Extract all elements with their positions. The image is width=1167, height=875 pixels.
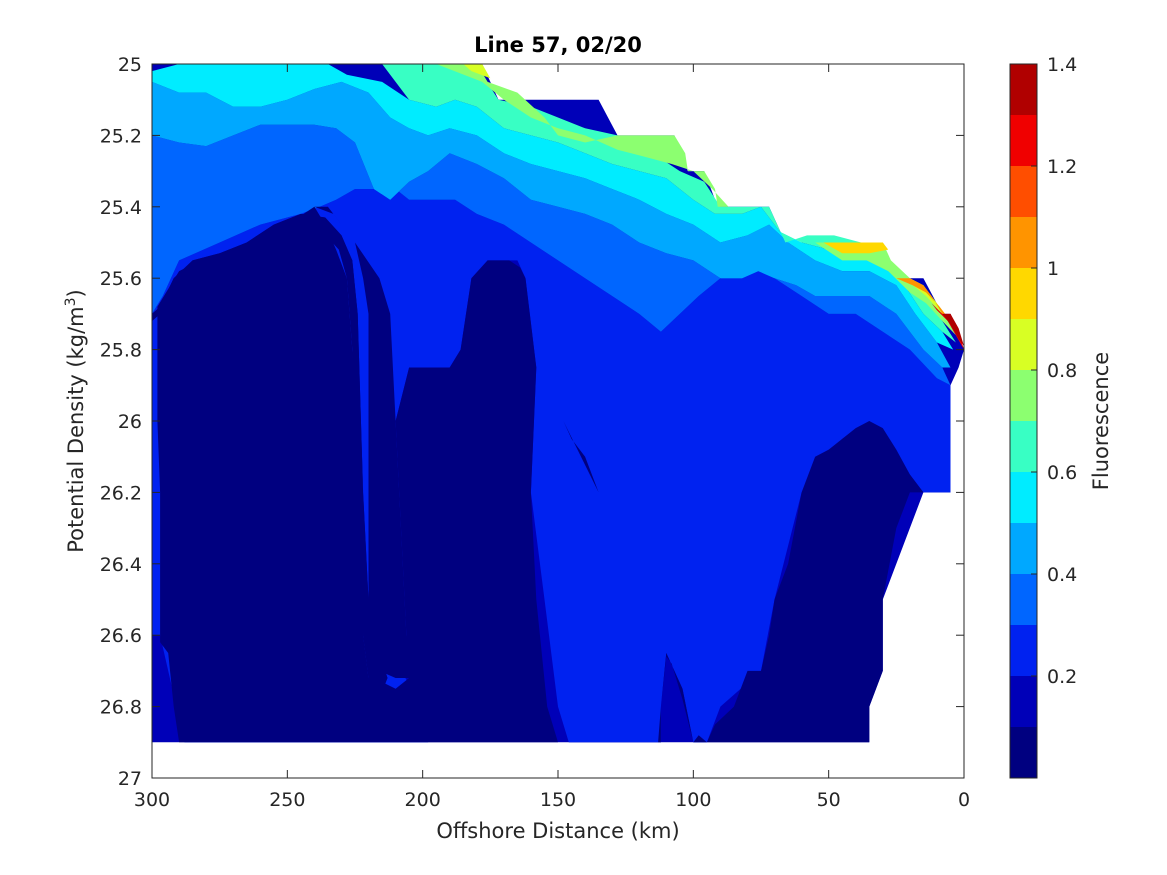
colorbar-band-0 — [1010, 727, 1037, 778]
contour-band-7 — [463, 64, 491, 79]
x-tick-label: 100 — [675, 789, 711, 811]
x-axis: 300 250 200 150 100 50 0 — [134, 64, 970, 811]
chart-title: Line 57, 02/20 — [474, 33, 642, 57]
colorbar-band-11 — [1010, 166, 1037, 217]
y-tick-label: 25.2 — [100, 125, 142, 147]
colorbar-tick-label: 0.4 — [1047, 564, 1077, 586]
colorbar-tick-label: 0.2 — [1047, 666, 1077, 688]
colorbar-band-12 — [1010, 115, 1037, 166]
x-tick-label: 150 — [540, 789, 576, 811]
y-axis: 25 25.2 25.4 25.6 25.8 26 26.2 26.4 26.6 26.8 27 — [100, 54, 964, 790]
colorbar-band-13 — [1010, 64, 1037, 115]
colorbar-tick-label: 1 — [1047, 258, 1059, 280]
colorbar-band-5 — [1010, 472, 1037, 523]
contour-fill-layer — [152, 64, 964, 743]
x-tick-label: 200 — [405, 789, 441, 811]
y-tick-label: 25.4 — [100, 197, 142, 219]
colorbar-band-7 — [1010, 370, 1037, 421]
colorbar-band-2 — [1010, 625, 1037, 676]
x-tick-label: 250 — [269, 789, 305, 811]
colorbar-band-10 — [1010, 217, 1037, 268]
contour-band-9 — [823, 242, 889, 254]
colorbar-band-1 — [1010, 676, 1037, 727]
colorbar: 0.2 0.4 0.6 0.8 1 1.2 1.4 — [1009, 54, 1077, 779]
y-tick-label: 26.8 — [100, 697, 142, 719]
colorbar-tick-label: 0.8 — [1047, 360, 1077, 382]
y-axis-label-superscript: 3 — [63, 297, 79, 306]
colorbar-band-4 — [1010, 523, 1037, 574]
y-tick-label: 26.6 — [100, 625, 142, 647]
y-tick-label: 26.2 — [100, 482, 142, 504]
colorbar-frame — [1009, 63, 1038, 779]
contour-band-6 — [436, 64, 729, 207]
y-tick-label: 25.8 — [100, 340, 142, 362]
plot-area: 300 250 200 150 100 50 0 2525.225.425.625.8262… — [100, 54, 970, 811]
contour-band-2 — [152, 81, 951, 386]
contour-band-11 — [896, 278, 951, 321]
colorbar-bands — [1010, 64, 1037, 778]
x-tick-label: 0 — [958, 789, 970, 811]
y-tick-label: 27 — [118, 768, 142, 790]
contour-band-4 — [152, 64, 954, 350]
x-tick-label: 50 — [817, 789, 841, 811]
colorbar-band-3 — [1010, 574, 1037, 625]
colorbar-band-9 — [1010, 268, 1037, 319]
y-axis-label: Potential Density (kg/m3) — [63, 289, 88, 553]
colorbar-ticks: 0.2 0.4 0.6 0.8 1 1.2 1.4 — [1031, 54, 1077, 688]
contour-band-17 — [157, 206, 558, 743]
contour-band-8 — [815, 242, 956, 336]
x-axis-label: Offshore Distance (km) — [436, 819, 679, 843]
y-tick-label: 25.6 — [100, 268, 142, 290]
colorbar-tick-label: 1.4 — [1047, 54, 1077, 76]
contour-band-13 — [942, 313, 964, 346]
y-tick-label: 25 — [118, 54, 142, 76]
colorbar-tick-label: 1.2 — [1047, 156, 1077, 178]
y-tick-label: 26 — [118, 411, 142, 433]
colorbar-label: Fluorescence — [1089, 352, 1113, 490]
y-axis-label-main: Potential Density (kg/m — [64, 306, 88, 552]
y-tick-label: 26.4 — [100, 554, 142, 576]
colorbar-band-6 — [1010, 421, 1037, 472]
contour-band-18 — [563, 421, 924, 743]
colorbar-band-8 — [1010, 319, 1037, 370]
contour-band-14 — [314, 206, 410, 679]
y-axis-label-close: ) — [64, 289, 88, 297]
contour-band-5 — [382, 64, 956, 343]
colorbar-tick-label: 0.6 — [1047, 462, 1077, 484]
x-tick-label: 300 — [134, 789, 170, 811]
